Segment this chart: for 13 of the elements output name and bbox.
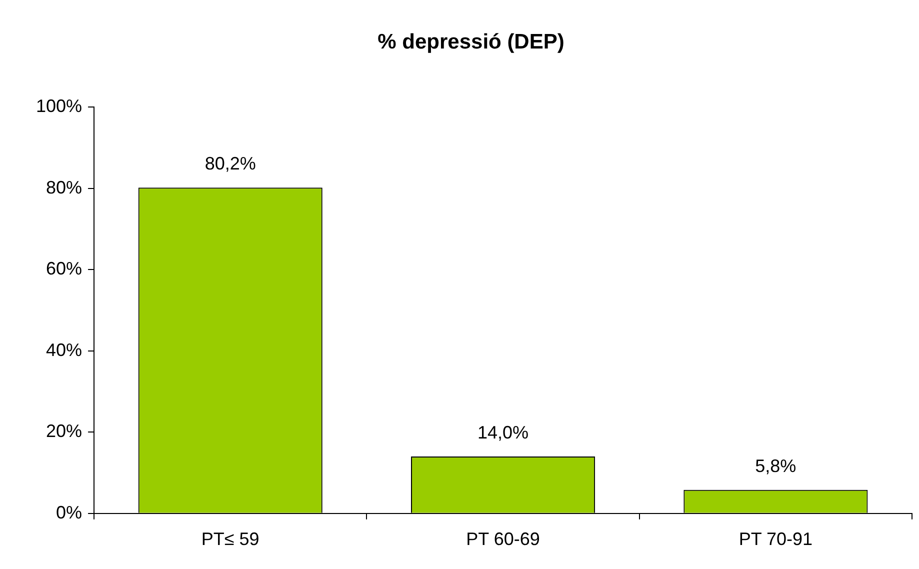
chart-title: % depressió (DEP)	[378, 30, 564, 54]
y-tick-label: 0%	[56, 502, 82, 522]
y-tick-label: 40%	[46, 340, 82, 360]
x-tick-label: PT 60-69	[466, 529, 540, 550]
y-tick-label: 60%	[46, 258, 82, 279]
x-tick-label: PT 70-91	[738, 529, 813, 550]
data-label: 14,0%	[477, 422, 529, 442]
y-tick-label: 20%	[46, 421, 82, 442]
x-tick-label: PT≤ 59	[201, 529, 260, 550]
y-tick-label: 100%	[36, 96, 82, 116]
data-label: 5,8%	[755, 456, 796, 476]
y-tick-label: 80%	[46, 177, 82, 198]
data-label: 80,2%	[204, 154, 256, 174]
